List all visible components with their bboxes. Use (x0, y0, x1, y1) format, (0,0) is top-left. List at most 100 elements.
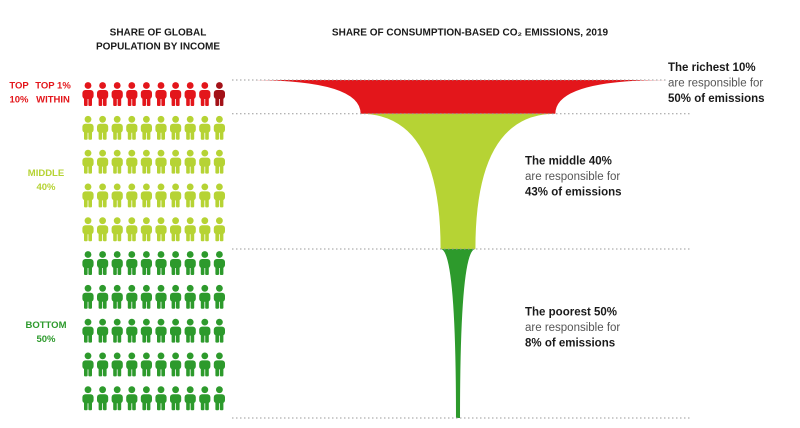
icon-leg (205, 299, 209, 309)
icon-leg (132, 232, 136, 242)
icon-body (111, 326, 123, 336)
icon-leg (127, 97, 132, 106)
icon-body (213, 326, 225, 336)
annotation: are responsible for (525, 171, 620, 183)
person-icon (126, 318, 138, 343)
icon-leg (127, 232, 132, 242)
icon-leg (215, 299, 219, 309)
icon-body (184, 225, 196, 235)
icon-leg (146, 299, 151, 309)
icon-leg (146, 367, 151, 377)
icon-body (111, 225, 123, 235)
annotation: 50% of emissions (668, 93, 765, 105)
icon-body (97, 394, 109, 404)
icon-body (82, 394, 94, 404)
person-icon (199, 386, 211, 411)
icon-body (184, 360, 196, 370)
person-icon (97, 115, 109, 140)
person-icon (155, 82, 167, 106)
icon-leg (171, 232, 176, 242)
icon-body (111, 259, 123, 268)
icon-leg (215, 232, 219, 242)
icon-leg (142, 97, 146, 106)
icon-head (201, 115, 209, 123)
icon-body (140, 292, 152, 302)
person-icon (82, 217, 94, 242)
icon-head (216, 217, 223, 225)
icon-body (213, 191, 225, 201)
icon-leg (113, 367, 117, 377)
icon-leg (215, 198, 219, 208)
icon-body (82, 326, 94, 336)
person-icon (111, 149, 123, 174)
icon-head (84, 318, 92, 326)
person-icon (155, 183, 167, 208)
icon-leg (205, 130, 209, 140)
annotation: 8% of emissions (525, 337, 615, 349)
icon-leg (190, 401, 195, 411)
icon-head (201, 352, 209, 360)
icon-body (82, 123, 94, 133)
icon-body (199, 292, 211, 302)
icon-leg (113, 130, 117, 140)
icon-body (140, 123, 152, 133)
icon-head (186, 82, 194, 89)
person-icon (82, 149, 94, 174)
icon-leg (219, 130, 224, 140)
icon-leg (113, 266, 117, 275)
icon-body (126, 360, 138, 370)
person-icon (97, 284, 109, 309)
icon-leg (190, 198, 195, 208)
icon-leg (127, 198, 132, 208)
icon-leg (98, 232, 103, 242)
icon-leg (186, 130, 190, 140)
icon-body (199, 191, 211, 201)
icon-leg (88, 164, 92, 174)
icon-body (97, 191, 109, 201)
person-icon (126, 149, 138, 174)
annotation: The middle 40% (525, 155, 612, 167)
icon-leg (88, 367, 92, 377)
icon-leg (205, 232, 209, 242)
icon-leg (176, 198, 180, 208)
icon-body (184, 259, 196, 268)
icon-head (172, 318, 180, 326)
icon-body (170, 292, 182, 302)
icon-head (99, 115, 106, 123)
icon-body (155, 326, 167, 336)
icon-leg (190, 130, 195, 140)
icon-leg (117, 198, 122, 208)
person-icon (82, 318, 94, 343)
icon-leg (117, 333, 122, 343)
icon-head (99, 352, 106, 360)
icon-head (84, 386, 92, 394)
icon-head (143, 251, 150, 258)
icon-leg (88, 97, 92, 106)
person-icon (170, 284, 182, 309)
icon-leg (171, 299, 176, 309)
person-icon (199, 183, 211, 208)
icon-head (201, 217, 209, 225)
icon-head (157, 284, 165, 292)
person-icon (97, 251, 109, 275)
icon-body (97, 90, 109, 99)
person-icon (213, 82, 225, 106)
icon-leg (215, 333, 219, 343)
icon-head (216, 251, 223, 258)
person-icon (184, 352, 196, 377)
icon-leg (84, 164, 88, 174)
group-label: 50% (36, 334, 56, 345)
icon-body (213, 360, 225, 370)
icon-head (186, 284, 194, 292)
icon-body (140, 259, 152, 268)
person-icon (140, 386, 152, 411)
icon-leg (176, 232, 180, 242)
icon-body (155, 225, 167, 235)
icon-leg (103, 198, 107, 208)
icon-body (97, 123, 109, 133)
icon-leg (146, 164, 151, 174)
icon-leg (205, 266, 209, 275)
icon-head (186, 217, 194, 225)
icon-leg (219, 266, 224, 275)
icon-leg (142, 333, 146, 343)
